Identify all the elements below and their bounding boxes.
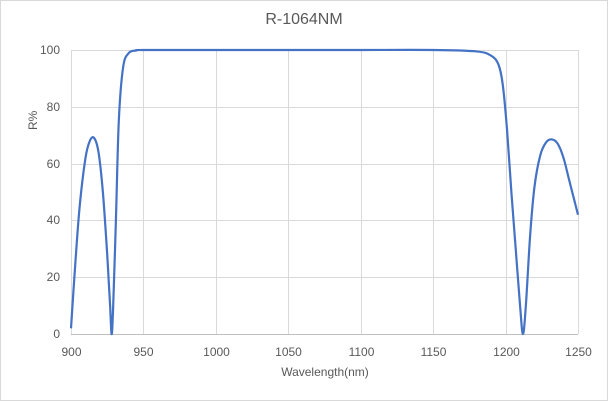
y-tick-label: 60 (46, 156, 60, 171)
y-axis-label: R% (26, 110, 40, 130)
y-tick-label: 100 (39, 42, 60, 57)
x-tick-label: 1150 (420, 345, 447, 359)
x-tick-label: 1000 (203, 345, 230, 359)
y-tick-label: 80 (46, 99, 60, 114)
x-tick-label: 1100 (348, 345, 375, 359)
x-tick-label: 1050 (275, 345, 302, 359)
x-tick-label: 1200 (493, 345, 520, 359)
x-tick-label: 1250 (565, 345, 592, 359)
reflectance-curve (69, 48, 580, 336)
y-tick-label: 20 (46, 269, 60, 284)
chart-title: R-1064NM (265, 11, 343, 28)
y-tick-label: 40 (46, 212, 60, 227)
x-axis-label: Wavelength(nm) (281, 365, 369, 379)
y-tick-label: 0 (53, 326, 60, 341)
x-tick-label: 900 (61, 345, 82, 359)
x-tick-label: 950 (133, 345, 154, 359)
